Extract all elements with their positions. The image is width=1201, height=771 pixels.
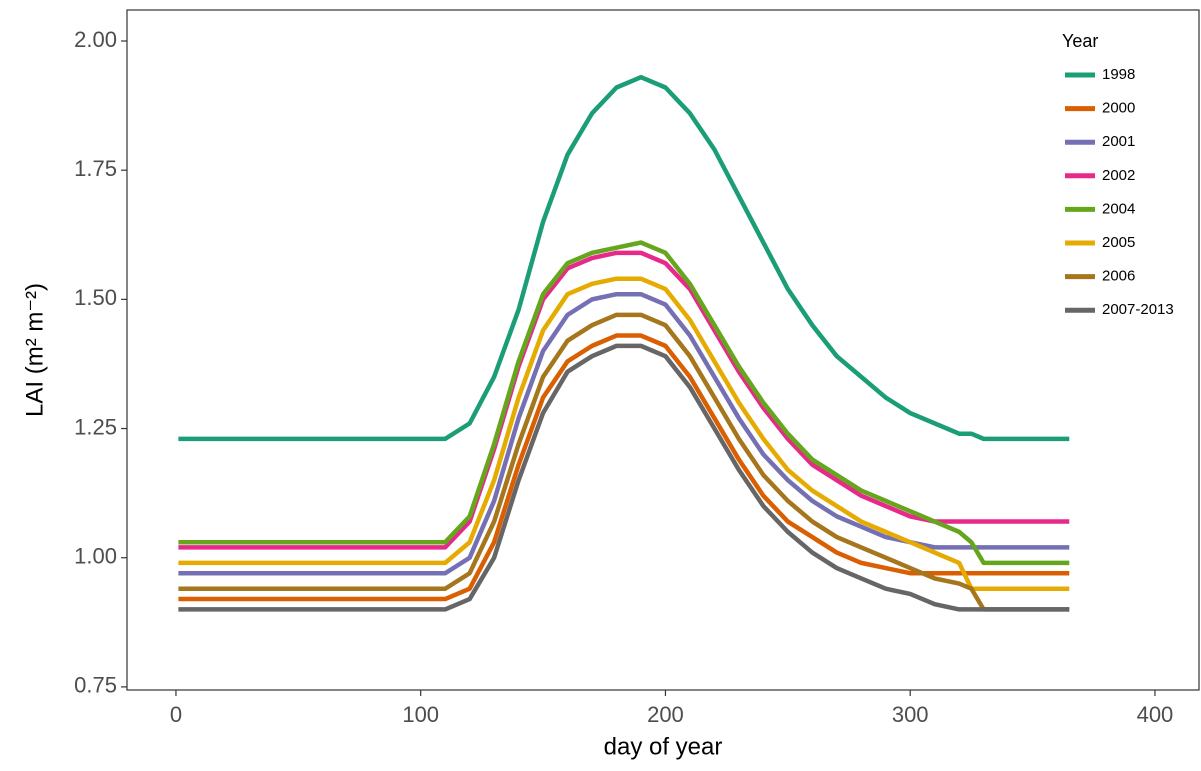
line-series: [178, 240, 1070, 566]
y-tick-label: 0.75: [74, 673, 117, 698]
line-series: [178, 333, 1070, 602]
x-tick-label: 0: [170, 702, 182, 727]
legend-label: 2006: [1102, 268, 1135, 285]
legend-label: 2002: [1102, 167, 1135, 184]
line-series: [178, 291, 1070, 576]
line-series: [178, 343, 1070, 612]
legend-label: 2004: [1102, 200, 1135, 217]
y-tick-label: 1.25: [74, 414, 117, 439]
legend-label: 2005: [1102, 234, 1135, 251]
y-axis-title: LAI (m² m⁻²): [21, 283, 48, 417]
line-series: [178, 312, 1070, 612]
line-series: [178, 74, 1070, 442]
y-tick-label: 2.00: [74, 27, 117, 52]
x-axis-title: day of year: [604, 733, 723, 760]
legend-label: 1998: [1102, 66, 1135, 83]
legend-label: 2007-2013: [1102, 301, 1174, 318]
legend-label: 2000: [1102, 100, 1135, 117]
y-tick-label: 1.75: [74, 156, 117, 181]
legend-title: Year: [1062, 31, 1098, 51]
legend-label: 2001: [1102, 133, 1135, 150]
line-series: [178, 276, 1070, 591]
y-tick-label: 1.00: [74, 544, 117, 569]
plot-panel: [126, 9, 1200, 691]
x-tick-label: 400: [1137, 702, 1174, 727]
x-tick-label: 200: [647, 702, 684, 727]
x-tick-label: 300: [892, 702, 929, 727]
y-tick-label: 1.50: [74, 285, 117, 310]
x-tick-label: 100: [402, 702, 439, 727]
